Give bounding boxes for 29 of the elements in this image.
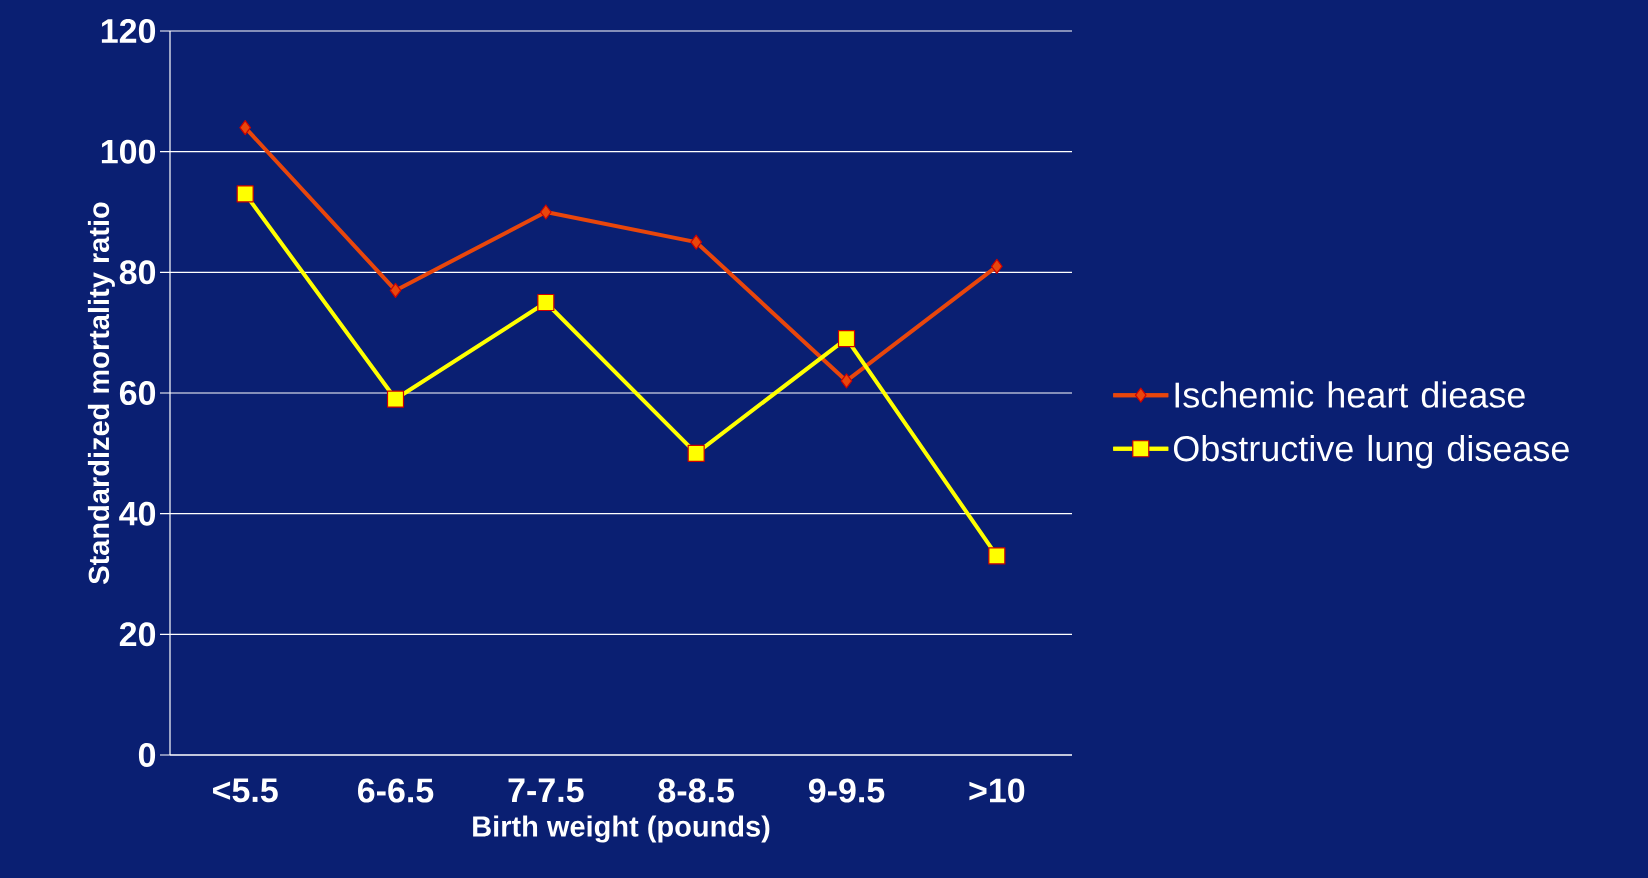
point	[690, 234, 703, 250]
legend-label: Obstructive lung disease	[1173, 434, 1569, 469]
point	[239, 119, 252, 136]
x-tick-label: <5.5	[213, 778, 278, 803]
point	[389, 282, 402, 299]
x-tick-label: 9-9.5	[808, 778, 885, 803]
point	[837, 330, 856, 348]
legend-label: Ischemic heart diease	[1175, 381, 1525, 408]
x-tick-label: 8-8.5	[658, 778, 734, 803]
point	[537, 293, 555, 312]
point	[236, 185, 254, 203]
x-tick-label: >10	[969, 778, 1025, 803]
point	[539, 204, 552, 220]
y-tick-label: 40	[119, 501, 156, 526]
x-axis-title: Birth weight (pounds)	[473, 815, 770, 843]
point	[687, 444, 705, 462]
y-tick-label: 0	[138, 742, 156, 768]
y-tick-label: 120	[101, 18, 156, 44]
point	[988, 547, 1006, 565]
y-axis-title: Standardized mortality ratio	[87, 202, 115, 584]
x-tick-label: 6-6.5	[358, 778, 434, 803]
y-tick-label: 20	[119, 622, 156, 647]
y-tick-label: 60	[119, 380, 156, 406]
point	[990, 258, 1003, 274]
x-tick-label: 7-7.5	[508, 778, 584, 803]
point	[840, 373, 853, 389]
y-tick-label: 80	[119, 260, 156, 285]
point	[386, 390, 405, 408]
y-tick-label: 100	[101, 139, 156, 164]
